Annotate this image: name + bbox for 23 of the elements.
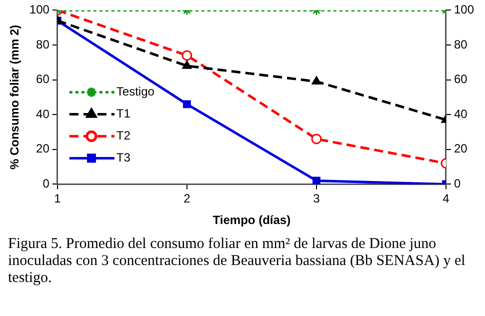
- y-tick-label: 100: [29, 2, 50, 17]
- y2-tick-label: 0: [454, 176, 461, 191]
- x-tick-label: 2: [184, 192, 191, 206]
- y-tick-label: 60: [36, 72, 50, 86]
- y2-tick-label: 20: [454, 142, 468, 156]
- y-axis-title: % Consumo foliar (mm 2): [8, 24, 22, 170]
- legend-label: T2: [116, 128, 131, 143]
- legend-label: Testigo: [116, 84, 155, 99]
- x-tick-label: 4: [442, 192, 450, 206]
- legend-label: T3: [116, 150, 131, 165]
- y-tick-label: 80: [36, 37, 50, 52]
- x-tick-label: 3: [313, 192, 320, 206]
- x-tick-label: 1: [54, 192, 62, 206]
- y-tick-label: 40: [36, 106, 50, 121]
- y-tick-label: 20: [36, 142, 50, 156]
- y2-tick-label: 80: [454, 37, 468, 52]
- text: Figura 5. Promedio del consumo foliar en mm² de larvas de Dione juno inoculadas con 3 concentraciones de Beauveria bassiana (Bb SENASA) y el testigo.: [8, 236, 466, 287]
- y2-tick-label: 100: [454, 2, 474, 17]
- y2-tick-label: 40: [454, 106, 468, 121]
- x-axis-title: Tiempo (días): [212, 213, 291, 228]
- y-tick-label: 0: [42, 176, 50, 191]
- legend-label: T1: [116, 106, 131, 121]
- y2-tick-label: 60: [454, 72, 468, 86]
